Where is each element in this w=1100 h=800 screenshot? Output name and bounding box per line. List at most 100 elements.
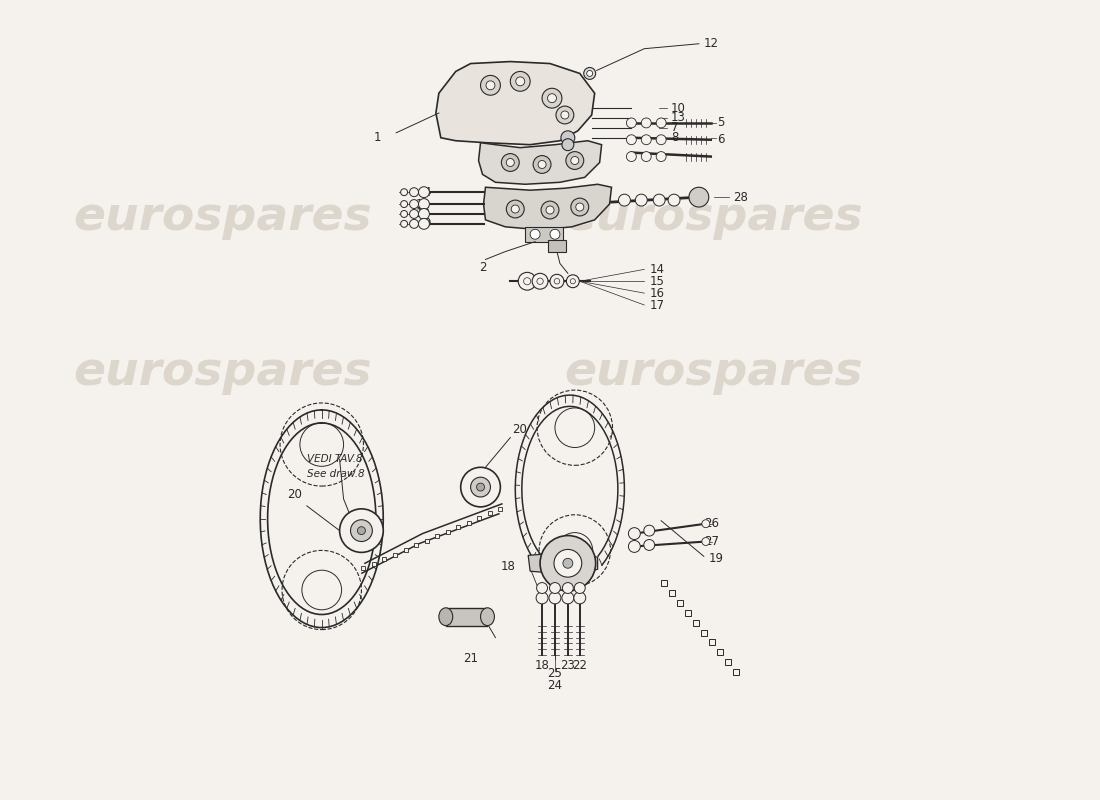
Circle shape (541, 201, 559, 219)
Circle shape (540, 535, 596, 591)
Circle shape (562, 138, 574, 150)
Circle shape (556, 106, 574, 124)
Circle shape (409, 219, 418, 228)
Text: 13: 13 (671, 111, 686, 125)
Circle shape (550, 274, 564, 288)
Circle shape (586, 70, 593, 77)
Circle shape (400, 189, 408, 196)
Circle shape (461, 467, 500, 507)
Text: 28: 28 (734, 190, 748, 204)
Text: 1: 1 (374, 131, 382, 144)
Circle shape (549, 592, 561, 604)
Circle shape (566, 275, 580, 288)
Circle shape (530, 230, 540, 239)
Circle shape (554, 278, 560, 284)
Text: 9: 9 (424, 218, 431, 230)
Circle shape (418, 209, 429, 219)
Circle shape (471, 477, 491, 497)
Circle shape (351, 520, 373, 542)
Circle shape (554, 550, 582, 577)
Bar (446, 608, 487, 626)
Circle shape (409, 210, 418, 218)
Circle shape (618, 194, 630, 206)
Circle shape (409, 200, 418, 209)
Text: eurospares: eurospares (74, 350, 372, 394)
Circle shape (575, 203, 584, 211)
Text: 25: 25 (548, 667, 562, 680)
Circle shape (476, 483, 484, 491)
Circle shape (506, 200, 525, 218)
Text: 8: 8 (671, 131, 679, 144)
Circle shape (628, 541, 640, 552)
Circle shape (506, 158, 515, 166)
Circle shape (689, 187, 708, 207)
Polygon shape (436, 62, 595, 145)
Text: See draw.8: See draw.8 (307, 470, 364, 479)
Circle shape (571, 198, 588, 216)
Text: 19: 19 (708, 552, 724, 565)
Polygon shape (484, 184, 612, 230)
Text: 5: 5 (717, 117, 724, 130)
Circle shape (562, 582, 573, 594)
Circle shape (358, 526, 365, 534)
Text: 3: 3 (566, 276, 573, 290)
Circle shape (546, 206, 554, 214)
Circle shape (418, 186, 429, 198)
Circle shape (563, 558, 573, 568)
Text: 22: 22 (572, 659, 587, 672)
Circle shape (550, 230, 560, 239)
Text: VEDI TAV.8: VEDI TAV.8 (307, 454, 363, 464)
Circle shape (641, 134, 651, 145)
Circle shape (542, 88, 562, 108)
Circle shape (418, 198, 429, 210)
Text: eurospares: eurospares (564, 350, 864, 394)
Circle shape (409, 188, 418, 197)
Text: 14: 14 (649, 263, 664, 276)
Circle shape (653, 194, 666, 206)
Text: 20: 20 (513, 422, 527, 436)
Text: 4: 4 (424, 186, 431, 198)
Text: 20: 20 (287, 488, 301, 501)
Circle shape (657, 152, 667, 162)
Circle shape (418, 218, 429, 230)
Polygon shape (528, 551, 597, 575)
Text: 18: 18 (535, 659, 550, 672)
Text: 24: 24 (548, 679, 562, 692)
Circle shape (400, 220, 408, 227)
Circle shape (641, 118, 651, 128)
Circle shape (571, 157, 579, 165)
Bar (548, 240, 565, 251)
Circle shape (550, 582, 560, 594)
Circle shape (626, 152, 636, 162)
Circle shape (584, 67, 596, 79)
Circle shape (518, 272, 536, 290)
Polygon shape (478, 141, 602, 184)
Text: 15: 15 (649, 274, 664, 288)
Circle shape (486, 81, 495, 90)
Circle shape (702, 520, 710, 528)
Circle shape (532, 274, 548, 289)
Circle shape (524, 278, 530, 285)
Circle shape (536, 592, 548, 604)
Circle shape (702, 538, 710, 546)
Circle shape (668, 194, 680, 206)
Circle shape (510, 71, 530, 91)
Text: eurospares: eurospares (564, 195, 864, 241)
Circle shape (340, 509, 383, 552)
Circle shape (570, 278, 575, 284)
Circle shape (628, 528, 640, 539)
Circle shape (641, 152, 651, 162)
Circle shape (400, 201, 408, 207)
Ellipse shape (439, 608, 453, 626)
Circle shape (534, 155, 551, 174)
Circle shape (400, 210, 408, 218)
Text: 26: 26 (704, 517, 718, 530)
Circle shape (636, 194, 647, 206)
Circle shape (565, 152, 584, 170)
Text: 16: 16 (649, 286, 664, 300)
Circle shape (516, 77, 525, 86)
Circle shape (502, 154, 519, 171)
Circle shape (644, 525, 654, 536)
Circle shape (574, 582, 585, 594)
Text: 7: 7 (671, 122, 679, 134)
